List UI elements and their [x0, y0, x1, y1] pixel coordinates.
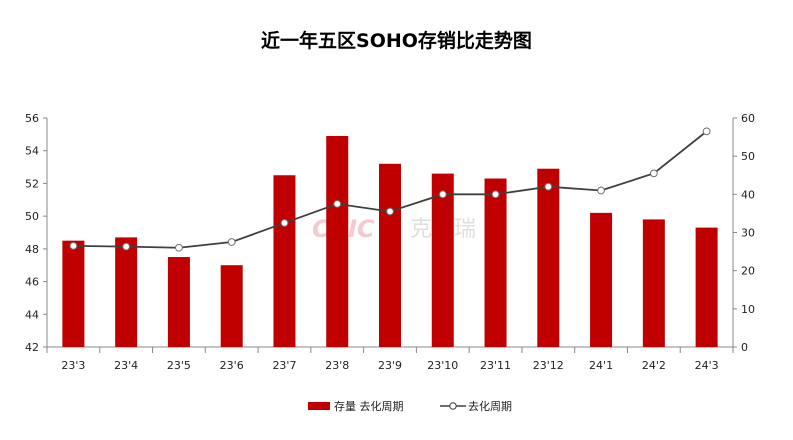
y-right-tick-label: 10: [741, 303, 755, 316]
y-right-tick-label: 20: [741, 265, 755, 278]
y-right-tick-label: 50: [741, 150, 755, 163]
y-left-tick-label: 52: [25, 177, 39, 190]
chart-title: 近一年五区SOHO存销比走势图: [261, 30, 532, 52]
bar: [537, 168, 560, 347]
line-point: [649, 169, 658, 178]
line-point: [69, 241, 78, 250]
line-point: [280, 219, 289, 227]
line-point: [491, 190, 500, 199]
line-point: [227, 238, 236, 246]
x-tick-label: 24'3: [695, 359, 719, 372]
x-tick-label: 23'11: [480, 359, 511, 372]
y-left-tick-label: 44: [25, 308, 39, 321]
legend-line-marker: [449, 402, 457, 410]
y-left-tick-label: 48: [25, 243, 39, 256]
x-tick-label: 23'9: [378, 359, 402, 372]
bar: [220, 265, 243, 347]
x-tick-label: 23'7: [272, 359, 296, 372]
bar: [379, 163, 401, 347]
x-tick-label: 23'10: [427, 359, 458, 372]
bar: [431, 173, 454, 347]
line-point: [438, 190, 447, 199]
legend-bar-label: 存量 去化周期: [334, 399, 404, 413]
bar: [695, 227, 718, 347]
x-tick-label: 23'12: [533, 359, 564, 372]
x-tick-label: 23'4: [114, 359, 138, 372]
y-left-tick-label: 54: [25, 145, 39, 158]
y-left-tick-label: 50: [25, 210, 39, 223]
bar: [642, 219, 665, 347]
y-right-tick-label: 60: [741, 112, 755, 125]
line-point: [544, 182, 553, 191]
x-tick-label: 24'2: [642, 359, 666, 372]
line-point: [333, 199, 342, 208]
legend-line-label: 去化周期: [468, 399, 512, 413]
line-point: [386, 207, 394, 216]
x-tick-label: 23'3: [61, 359, 85, 372]
line-point: [702, 127, 711, 136]
x-tick-label: 23'5: [167, 359, 191, 372]
y-right-tick-label: 30: [741, 227, 755, 240]
line-series: [69, 127, 711, 252]
x-tick-label: 23'8: [325, 359, 349, 372]
legend: 存量 去化周期 去化周期: [308, 399, 512, 413]
x-tick-label: 24'1: [589, 359, 613, 372]
y-right-tick-label: 0: [741, 341, 748, 354]
y-left-tick-label: 56: [25, 112, 39, 125]
y-right-tick-label: 40: [741, 188, 755, 201]
legend-bar-swatch: [308, 402, 330, 410]
line-point: [597, 186, 605, 195]
bar: [590, 212, 613, 347]
y-left-tick-label: 42: [25, 341, 39, 354]
bar: [273, 175, 296, 347]
line-point: [122, 242, 131, 251]
line-point: [175, 243, 183, 252]
bar: [115, 237, 138, 347]
bar: [62, 240, 85, 347]
x-tick-label: 23'6: [220, 359, 244, 372]
y-left-tick-label: 46: [25, 276, 39, 289]
bar: [484, 178, 507, 347]
bar-series: [62, 135, 718, 347]
bar: [326, 135, 349, 347]
bar: [167, 257, 190, 347]
